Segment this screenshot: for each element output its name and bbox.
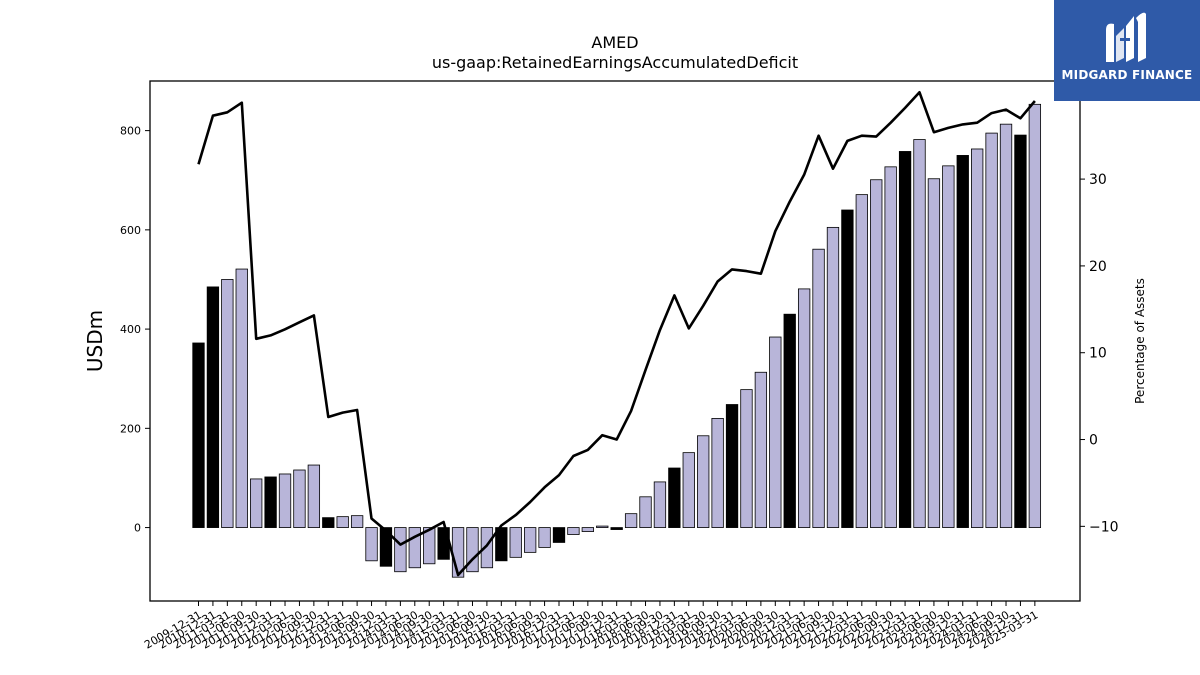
bar-2015-06-30 xyxy=(466,527,479,573)
bar-2017-06-30 xyxy=(581,527,594,532)
y-tick-label-400: 400 xyxy=(120,323,141,336)
bar-2014-09-30 xyxy=(423,527,436,565)
bar-2016-03-31 xyxy=(509,527,522,558)
brand-logo: MIDGARD FINANCE xyxy=(1054,0,1200,101)
bar-2019-03-31 xyxy=(682,452,695,528)
bar-2011-06-30 xyxy=(235,268,248,528)
bar-2020-03-31 xyxy=(740,389,753,528)
bar-2012-12-31 xyxy=(322,517,335,528)
y2-tick-label-10: 10 xyxy=(1089,346,1107,362)
bar-2010-12-31 xyxy=(206,286,220,528)
bar-2023-09-30 xyxy=(942,165,955,528)
bar-2011-03-31 xyxy=(221,279,234,528)
y-tick-label-200: 200 xyxy=(120,422,141,435)
bar-2023-12-31 xyxy=(956,155,969,528)
bar-2024-09-30 xyxy=(999,123,1013,528)
bar-2016-06-30 xyxy=(524,527,537,553)
bar-2016-09-30 xyxy=(538,527,551,548)
bar-2016-12-31 xyxy=(552,527,566,543)
bar-2017-03-31 xyxy=(567,527,580,535)
bar-2021-03-31 xyxy=(797,288,811,528)
y-axis-label: USDm xyxy=(83,310,107,372)
bar-2014-06-30 xyxy=(408,527,421,569)
bar-2024-03-31 xyxy=(971,148,984,528)
bar-2017-12-31 xyxy=(610,527,623,530)
bar-2019-12-31 xyxy=(725,404,739,528)
bar-2012-09-30 xyxy=(307,464,321,528)
bar-2014-03-31 xyxy=(394,527,407,573)
bar-2011-12-31 xyxy=(264,476,277,528)
bar-2009-12-31 xyxy=(192,342,205,528)
bar-2017-09-30 xyxy=(596,525,609,528)
bar-2024-12-31 xyxy=(1014,134,1027,528)
bar-2021-09-30 xyxy=(826,226,840,528)
y-tick-label-600: 600 xyxy=(120,224,141,237)
bar-2012-03-31 xyxy=(278,473,292,528)
bar-2025-03-31 xyxy=(1028,103,1042,528)
bar-2021-12-31 xyxy=(841,209,854,528)
bar-2018-06-30 xyxy=(639,496,652,528)
bar-2022-06-30 xyxy=(870,179,883,528)
y2-tick-label-0: 0 xyxy=(1089,433,1098,449)
bar-2018-09-30 xyxy=(653,481,667,528)
y2-tick-label-20: 20 xyxy=(1089,259,1107,275)
bar-2019-06-30 xyxy=(697,435,710,528)
bar-2013-12-31 xyxy=(379,527,393,567)
bar-2020-12-31 xyxy=(783,313,796,528)
bar-2011-09-30 xyxy=(250,478,263,528)
bar-2022-03-31 xyxy=(855,194,868,528)
bar-2018-03-31 xyxy=(624,513,638,528)
plot-frame xyxy=(149,80,1081,602)
bar-2023-06-30 xyxy=(927,178,941,528)
y2-tick-label--10: −10 xyxy=(1089,519,1119,535)
y2-tick-label-30: 30 xyxy=(1089,172,1107,188)
bar-2013-03-31 xyxy=(336,516,349,528)
y-tick-label-0: 0 xyxy=(134,522,141,535)
bar-2013-06-30 xyxy=(350,515,364,528)
bar-2021-06-30 xyxy=(812,248,825,528)
bar-2015-09-30 xyxy=(480,527,494,569)
brand-logo-text: MIDGARD FINANCE xyxy=(1061,68,1193,82)
bar-2023-03-31 xyxy=(913,139,926,528)
bar-2022-12-31 xyxy=(898,151,912,528)
bar-2019-09-30 xyxy=(711,418,724,528)
bar-2024-06-30 xyxy=(985,132,998,528)
bar-2022-09-30 xyxy=(884,166,897,528)
bar-2020-09-30 xyxy=(769,336,782,528)
midgard-m-logo-icon xyxy=(1106,12,1146,63)
bar-2018-12-31 xyxy=(668,467,681,528)
bar-2012-06-30 xyxy=(293,469,306,528)
bar-2013-09-30 xyxy=(365,527,378,562)
chart-subtitle: us-gaap:RetainedEarningsAccumulatedDefic… xyxy=(431,53,799,72)
chart-title: AMED xyxy=(591,33,639,52)
bar-2020-06-30 xyxy=(754,371,768,528)
percentage-of-assets-line xyxy=(197,91,1036,577)
y-tick-label-800: 800 xyxy=(120,125,141,138)
y2-axis-label: Percentage of Assets xyxy=(1133,278,1147,404)
